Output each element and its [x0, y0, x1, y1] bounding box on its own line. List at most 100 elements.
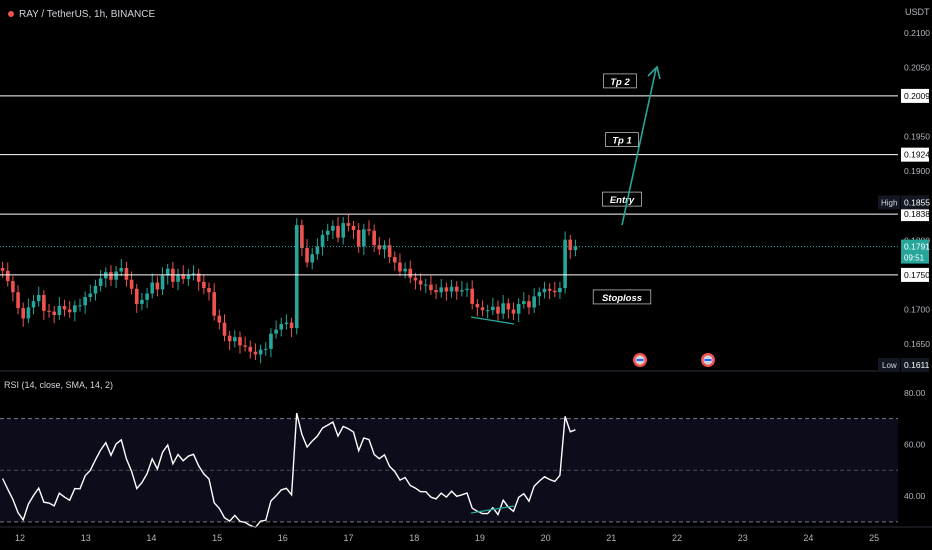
price-pane[interactable]: Tp 2 Tp 1 Entry Stoploss 0.2100 0.2050 0.1950…: [0, 28, 930, 372]
candle: [331, 220, 335, 239]
candle: [516, 298, 521, 322]
candles: [0, 214, 578, 364]
candle: [202, 274, 206, 295]
candle: [52, 306, 56, 324]
price-axis-tag: 0.1750: [901, 267, 930, 282]
candle: [475, 299, 480, 317]
candle: [279, 317, 284, 337]
level-tp-2[interactable]: Tp 2: [0, 73, 898, 97]
candle: [243, 336, 247, 352]
candle: [11, 276, 15, 302]
candle: [470, 280, 475, 310]
candle: [233, 330, 237, 348]
candle: [67, 301, 72, 318]
candle: [284, 314, 289, 330]
candle: [429, 275, 433, 295]
svg-text:0.2009: 0.2009: [904, 91, 930, 101]
candle: [552, 281, 557, 298]
price-axis[interactable]: 0.21000.20500.19500.19000.18000.17000.16…: [878, 28, 930, 372]
rsi-tick-label: 80.00: [904, 388, 926, 398]
candle: [98, 270, 103, 292]
candle: [186, 268, 191, 286]
price-tick-label: 0.1950: [904, 132, 930, 142]
svg-text:0.1855: 0.1855: [904, 197, 930, 207]
price-tick-label: 0.1900: [904, 166, 930, 176]
svg-text:Low: Low: [882, 361, 897, 370]
candle: [558, 281, 562, 300]
candle: [263, 341, 268, 356]
status-dot-icon: [8, 11, 14, 17]
currency-label: USDT: [905, 7, 930, 17]
candle: [78, 298, 82, 312]
candle: [119, 259, 124, 277]
candle: [238, 331, 242, 354]
time-tick-label: 19: [475, 533, 485, 543]
candle: [289, 317, 294, 338]
current-price-tag: 0.1791 09:51: [901, 239, 930, 264]
price-axis-tag: 0.2009: [901, 88, 930, 103]
event-icons[interactable]: [633, 353, 715, 367]
candle: [36, 286, 41, 307]
svg-text:High: High: [881, 198, 897, 207]
symbol-header[interactable]: RAY / TetherUS, 1h, BINANCE: [8, 9, 155, 20]
candle: [532, 288, 536, 313]
level-entry[interactable]: Entry: [0, 191, 898, 215]
level-label: Entry: [610, 195, 635, 206]
candle: [485, 304, 490, 319]
candle: [31, 294, 36, 315]
candle: [511, 302, 516, 320]
candle: [434, 283, 438, 300]
price-tick-label: 0.2050: [904, 63, 930, 73]
candle: [460, 281, 464, 297]
symbol-label: RAY / TetherUS, 1h, BINANCE: [19, 9, 155, 20]
low-tag: Low 0.1611: [878, 358, 930, 372]
time-tick-label: 17: [343, 533, 353, 543]
candle: [346, 214, 351, 232]
candle: [387, 238, 392, 264]
candle: [392, 251, 397, 271]
divergence-marks: [470, 316, 515, 514]
candle: [382, 240, 387, 259]
svg-text:0.1924: 0.1924: [904, 150, 930, 160]
rsi-axis[interactable]: 80.00 60.00 40.00: [904, 388, 926, 501]
level-tp-1[interactable]: Tp 1: [0, 132, 898, 156]
candle: [563, 231, 567, 294]
candle: [506, 298, 511, 319]
candle: [480, 300, 485, 317]
candle: [274, 320, 278, 339]
time-tick-label: 21: [606, 533, 616, 543]
event-flag-icon[interactable]: [701, 353, 715, 367]
candle: [269, 328, 273, 358]
price-tick-label: 0.1700: [904, 304, 930, 314]
time-tick-label: 13: [81, 533, 91, 543]
rsi-tick-label: 60.00: [904, 439, 926, 449]
event-flag-icon[interactable]: [633, 353, 647, 367]
candle: [253, 343, 258, 360]
candle: [305, 238, 309, 268]
level-stoploss[interactable]: Stoploss: [0, 274, 898, 305]
candle: [537, 287, 542, 306]
price-axis-tag: 0.1838: [901, 207, 930, 222]
candle: [300, 219, 304, 257]
arrow-head-icon: [647, 65, 661, 80]
svg-text:0.1750: 0.1750: [904, 270, 930, 280]
time-tick-label: 16: [278, 533, 288, 543]
rsi-legend: RSI (14, close, SMA, 14, 2): [4, 380, 113, 390]
time-tick-label: 24: [803, 533, 813, 543]
candle: [377, 236, 382, 255]
price-tick-label: 0.1650: [904, 339, 930, 349]
level-label: Tp 1: [612, 136, 632, 147]
time-tick-label: 25: [869, 533, 879, 543]
candle: [93, 279, 98, 301]
candle: [413, 272, 418, 290]
candle: [408, 260, 413, 284]
rsi-pane[interactable]: RSI (14, close, SMA, 14, 2) 80.00 60.00 40…: [0, 380, 926, 529]
time-tick-label: 14: [146, 533, 156, 543]
time-axis[interactable]: 12 13 14 15 16 17 18 19 20 21 22 23 24 25: [15, 533, 879, 543]
candle: [351, 221, 356, 239]
price-axis-tag: 0.1924: [901, 147, 930, 162]
candle: [47, 303, 51, 318]
time-tick-label: 23: [738, 533, 748, 543]
level-lines: Tp 2 Tp 1 Entry Stoploss: [0, 73, 898, 305]
